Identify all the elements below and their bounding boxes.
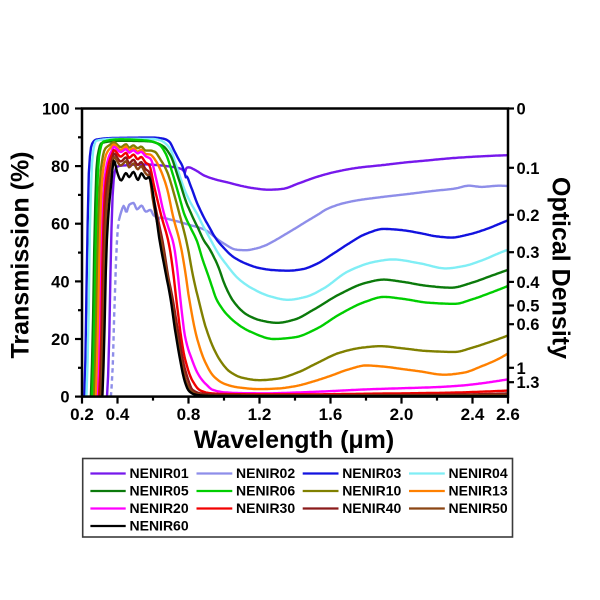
svg-text:1: 1 xyxy=(517,360,526,378)
svg-text:NENIR13: NENIR13 xyxy=(449,483,508,499)
svg-text:80: 80 xyxy=(51,158,69,176)
svg-text:100: 100 xyxy=(42,101,70,119)
svg-text:2.4: 2.4 xyxy=(461,405,485,424)
svg-text:0.2: 0.2 xyxy=(70,405,94,424)
svg-text:Wavelength (μm): Wavelength (μm) xyxy=(194,426,395,454)
svg-text:NENIR05: NENIR05 xyxy=(130,483,189,499)
svg-text:1.6: 1.6 xyxy=(319,405,343,424)
svg-text:NENIR03: NENIR03 xyxy=(342,465,401,481)
svg-text:Transmission (%): Transmission (%) xyxy=(7,152,35,359)
svg-text:0: 0 xyxy=(60,389,69,407)
svg-text:2.0: 2.0 xyxy=(390,405,414,424)
svg-text:1.3: 1.3 xyxy=(517,374,540,392)
svg-text:NENIR10: NENIR10 xyxy=(342,483,401,499)
svg-text:0.4: 0.4 xyxy=(106,405,130,424)
svg-text:0.5: 0.5 xyxy=(517,297,540,315)
svg-text:40: 40 xyxy=(51,273,69,291)
svg-text:0.3: 0.3 xyxy=(517,244,540,262)
svg-text:NENIR04: NENIR04 xyxy=(449,465,508,481)
svg-text:Optical Density: Optical Density xyxy=(547,177,575,359)
svg-text:0.1: 0.1 xyxy=(517,160,540,178)
svg-text:NENIR02: NENIR02 xyxy=(236,465,295,481)
svg-text:60: 60 xyxy=(51,216,69,234)
svg-text:0.2: 0.2 xyxy=(517,207,540,225)
svg-text:2.6: 2.6 xyxy=(496,405,520,424)
svg-text:1.2: 1.2 xyxy=(248,405,272,424)
svg-text:NENIR06: NENIR06 xyxy=(236,483,295,499)
svg-text:NENIR50: NENIR50 xyxy=(449,500,508,516)
svg-text:20: 20 xyxy=(51,331,69,349)
svg-text:NENIR20: NENIR20 xyxy=(130,500,189,516)
svg-text:NENIR01: NENIR01 xyxy=(130,465,189,481)
svg-text:0.6: 0.6 xyxy=(517,316,540,334)
svg-text:NENIR60: NENIR60 xyxy=(130,518,189,534)
svg-text:0: 0 xyxy=(517,101,526,119)
svg-text:NENIR30: NENIR30 xyxy=(236,500,295,516)
svg-text:0.8: 0.8 xyxy=(177,405,201,424)
svg-text:NENIR40: NENIR40 xyxy=(342,500,401,516)
svg-text:0.4: 0.4 xyxy=(517,274,541,292)
